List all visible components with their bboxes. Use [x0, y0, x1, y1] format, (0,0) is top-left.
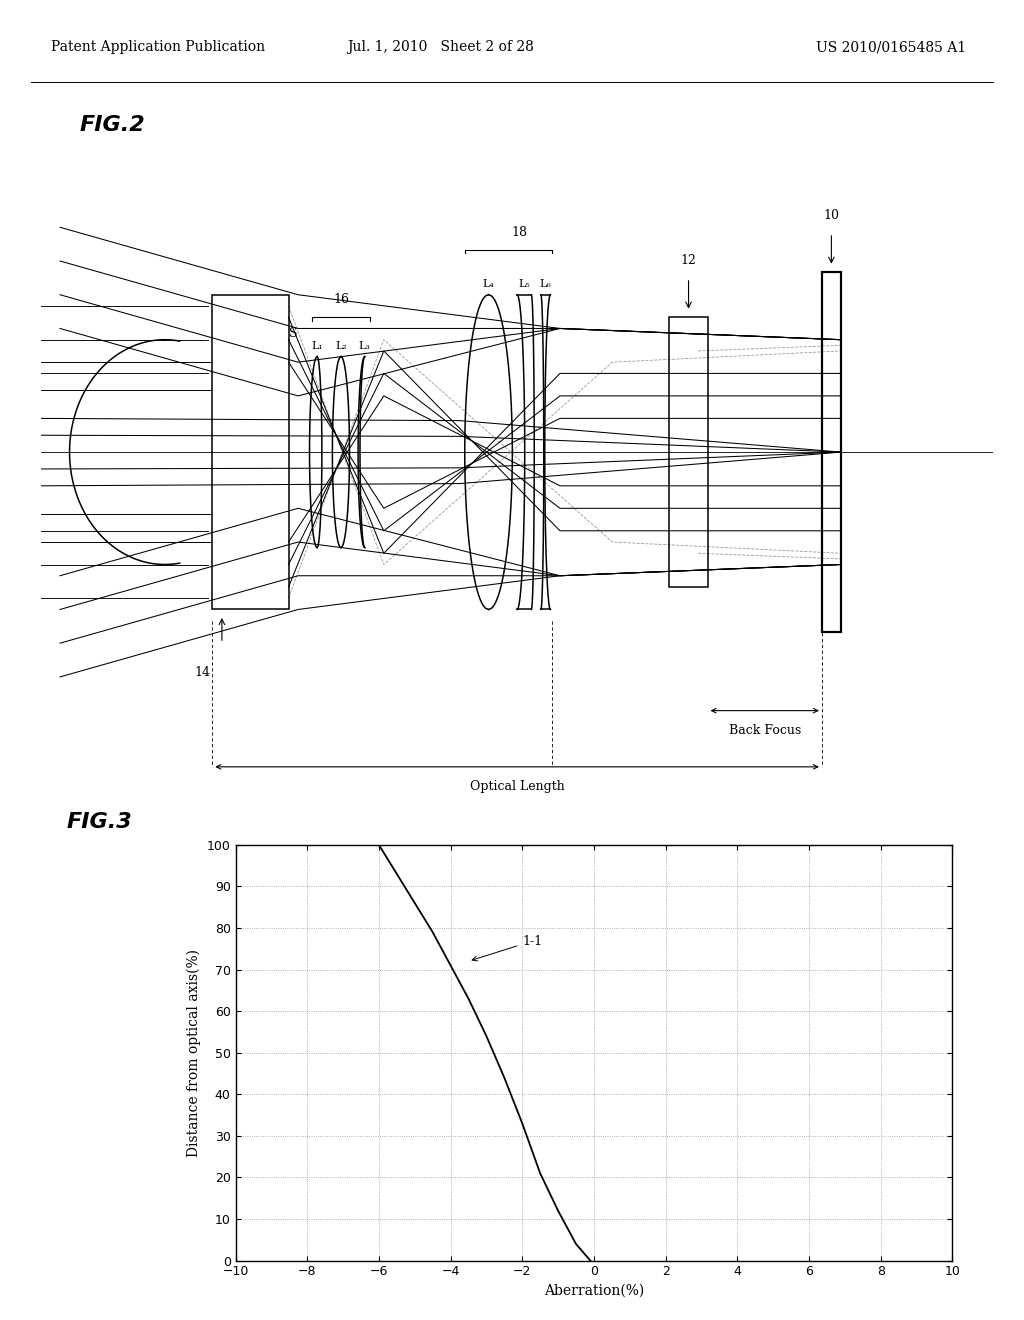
Text: Patent Application Publication: Patent Application Publication [51, 40, 265, 54]
Text: L₁: L₁ [311, 341, 323, 351]
X-axis label: Aberration(%): Aberration(%) [544, 1284, 644, 1298]
Text: L₆: L₆ [540, 279, 552, 289]
Text: 16: 16 [333, 293, 349, 306]
Text: 1-1: 1-1 [472, 935, 543, 961]
Text: Optical Length: Optical Length [470, 780, 564, 793]
Text: US 2010/0165485 A1: US 2010/0165485 A1 [816, 40, 966, 54]
Text: 12: 12 [681, 253, 696, 267]
Text: FIG.3: FIG.3 [67, 812, 132, 832]
Text: 18: 18 [512, 226, 527, 239]
Text: FIG.2: FIG.2 [79, 115, 144, 135]
Text: L₄: L₄ [482, 279, 495, 289]
Text: L₃: L₃ [358, 341, 371, 351]
Text: L₅: L₅ [518, 279, 530, 289]
Text: 10: 10 [823, 209, 840, 222]
Text: Jul. 1, 2010   Sheet 2 of 28: Jul. 1, 2010 Sheet 2 of 28 [347, 40, 534, 54]
Y-axis label: Distance from optical axis(%): Distance from optical axis(%) [186, 949, 202, 1156]
Text: S: S [289, 326, 298, 339]
Text: Back Focus: Back Focus [729, 725, 801, 737]
Text: L₂: L₂ [335, 341, 347, 351]
Text: 14: 14 [195, 665, 211, 678]
